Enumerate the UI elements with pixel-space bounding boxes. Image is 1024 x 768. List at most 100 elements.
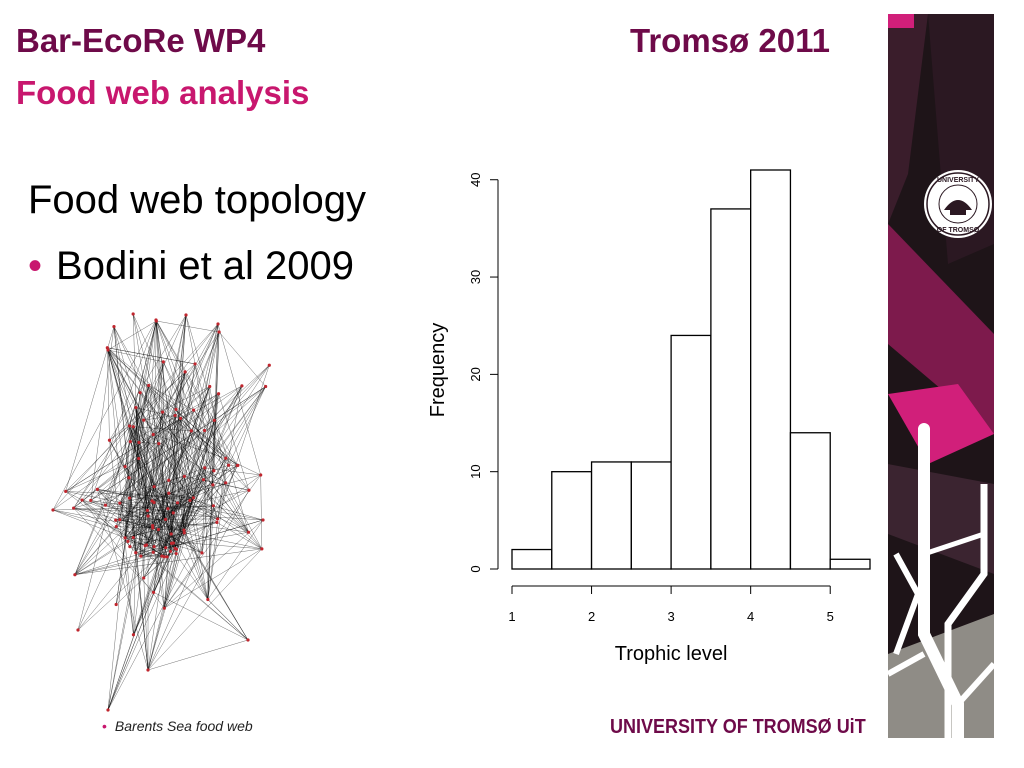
network-node — [64, 489, 68, 493]
network-node — [188, 498, 192, 503]
network-node — [164, 546, 168, 550]
histogram-bar — [551, 471, 593, 570]
slide-subtitle: Food web analysis — [16, 74, 310, 111]
network-node — [216, 392, 221, 396]
network-node — [215, 520, 219, 524]
food-web-network — [51, 312, 271, 712]
network-node — [118, 518, 122, 522]
network-node — [183, 370, 187, 374]
network-node — [240, 384, 244, 388]
university-footer-logo: UNIVERSITY OF TROMSØ UiT — [610, 716, 866, 738]
network-node — [147, 383, 151, 388]
network-node — [162, 606, 166, 610]
network-node — [202, 428, 207, 433]
x-tick-label: 2 — [588, 609, 595, 624]
network-node — [206, 597, 210, 602]
network-node — [178, 416, 183, 420]
network-node — [192, 408, 196, 412]
network-node — [224, 456, 228, 460]
network-node — [73, 573, 77, 577]
network-node — [142, 576, 146, 580]
network-node — [89, 498, 93, 503]
y-tick-label: 0 — [468, 565, 483, 572]
network-node — [151, 432, 155, 437]
network-node — [154, 318, 158, 322]
network-node — [191, 496, 195, 500]
network-node — [152, 544, 156, 549]
network-node — [112, 325, 116, 329]
svg-text:OF TROMSØ: OF TROMSØ — [937, 227, 980, 234]
network-node — [146, 668, 150, 672]
x-tick-label: 3 — [667, 609, 674, 624]
network-node — [211, 504, 216, 508]
network-node — [167, 478, 171, 482]
network-node — [95, 487, 99, 491]
network-node — [167, 491, 171, 495]
network-node — [212, 469, 216, 473]
network-node — [131, 425, 135, 429]
network-node — [171, 511, 175, 515]
network-node — [182, 531, 186, 535]
network-node — [151, 550, 155, 554]
presentation-title: Bar-EcoRe WP4 — [16, 22, 266, 59]
network-node — [123, 536, 127, 540]
network-node — [193, 362, 197, 366]
network-node — [137, 456, 141, 461]
network-node — [165, 555, 169, 559]
network-node — [131, 633, 136, 637]
x-tick-label: 1 — [508, 609, 515, 624]
network-node — [126, 539, 130, 543]
network-node — [146, 514, 150, 518]
network-node — [166, 507, 170, 511]
network-node — [174, 407, 178, 411]
network-node — [131, 312, 135, 316]
network-node — [224, 481, 228, 485]
network-node — [142, 418, 146, 422]
network-node — [134, 551, 138, 555]
network-node — [128, 440, 132, 444]
histogram-bar — [829, 558, 871, 570]
y-tick-label: 10 — [468, 464, 483, 478]
network-node — [175, 501, 180, 505]
network-node — [201, 478, 206, 482]
network-node — [169, 541, 174, 545]
network-node — [173, 413, 177, 418]
network-node — [114, 524, 118, 529]
network-node — [261, 518, 265, 522]
histogram-bar — [710, 208, 752, 570]
network-node — [168, 549, 173, 553]
network-node — [264, 384, 268, 389]
network-node — [72, 506, 76, 510]
network-node — [151, 526, 155, 530]
network-node — [161, 360, 165, 364]
network-node — [134, 406, 138, 410]
network-node — [235, 463, 239, 468]
network-node — [160, 410, 165, 414]
x-tick-label: 5 — [827, 609, 834, 624]
network-node — [123, 465, 127, 469]
network-node — [173, 546, 177, 550]
y-tick-label: 20 — [468, 367, 483, 381]
y-tick-label: 30 — [468, 270, 483, 284]
network-node — [184, 313, 188, 317]
trophic-level-histogram: Frequency Trophic level 0 10 20 30 40 1 2 3 4 5 — [427, 169, 871, 665]
bullet-text: Bodini et al 2009 — [56, 244, 355, 288]
network-node — [137, 440, 141, 445]
section-heading: Food web topology — [28, 178, 367, 222]
histogram-bar — [590, 461, 632, 570]
x-tick-label: 4 — [747, 609, 754, 624]
network-caption-text: Barents Sea food web — [114, 718, 253, 734]
network-node — [182, 474, 187, 478]
event-title: Tromsø 2011 — [630, 22, 830, 59]
network-node — [157, 441, 161, 446]
network-node — [152, 485, 156, 489]
network-node — [127, 424, 132, 428]
network-node — [212, 418, 216, 422]
network-node — [128, 545, 132, 549]
network-node — [200, 551, 204, 555]
network-node — [76, 628, 80, 632]
network-node — [131, 535, 135, 540]
network-node — [259, 473, 263, 477]
network-node — [203, 466, 207, 470]
network-node — [139, 554, 143, 558]
